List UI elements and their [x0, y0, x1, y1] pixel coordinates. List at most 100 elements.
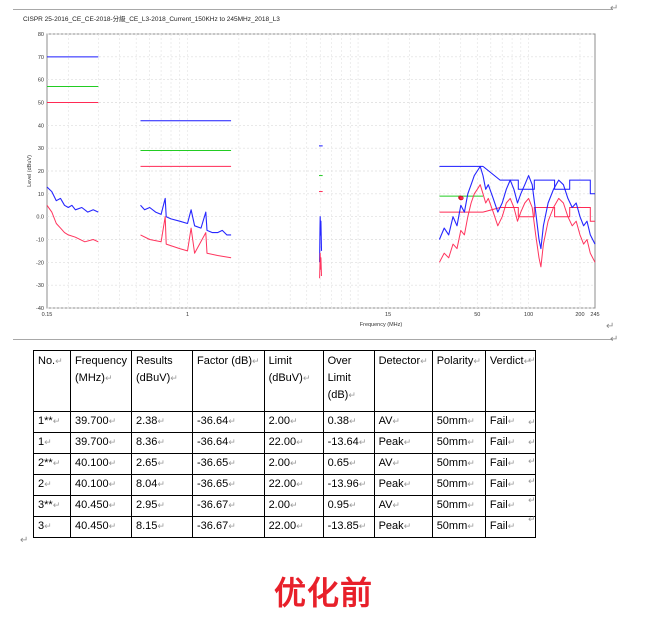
column-header-text: (dBuV) — [268, 372, 303, 384]
column-header: Factor (dB)↵ — [192, 350, 265, 412]
y-tick-label: 30 — [38, 146, 44, 152]
paragraph-mark: ↵ — [523, 357, 532, 367]
column-header-text: (dBuV) — [136, 372, 171, 384]
cell-value: -36.67 — [197, 520, 229, 532]
cell-value: -13.85 — [327, 520, 359, 532]
trace-peak — [319, 216, 323, 263]
paragraph-mark: ↵ — [108, 417, 117, 427]
cell-value: AV — [378, 457, 393, 469]
table-cell: 2.00↵ — [263, 411, 324, 433]
paragraph-mark: ↵ — [403, 522, 412, 532]
column-header-text: (dB) — [327, 389, 349, 401]
paragraph-mark: ↵ — [108, 459, 117, 469]
cell-value: 22.00 — [268, 520, 297, 532]
paragraph-mark: ↵ — [420, 357, 428, 367]
cell-value: 3** — [38, 499, 53, 511]
table-cell: 22.00↵ — [263, 432, 324, 454]
paragraph-mark: ↵ — [302, 374, 311, 384]
table-cell: 0.95↵ — [322, 495, 375, 517]
paragraph-mark: ↵ — [467, 501, 475, 511]
paragraph-mark: ↵ — [507, 459, 516, 469]
paragraph-mark: ↵ — [289, 459, 298, 469]
cell-value: -36.65 — [197, 457, 229, 469]
paragraph-mark: ↵ — [467, 438, 475, 448]
cell-value: 22.00 — [268, 436, 297, 448]
y-tick-label: -20 — [36, 260, 44, 266]
table-cell: 2.38↵ — [131, 411, 193, 433]
table-cell: Fail↵ — [484, 411, 537, 433]
trace-average — [438, 184, 596, 268]
cell-value: Peak — [378, 520, 404, 532]
table-cell: 2.00↵ — [263, 453, 324, 475]
y-tick-label: 20 — [38, 169, 44, 175]
results-table: No.↵ Frequency (MHz)↵ Results (dBuV)↵ Factor … — [33, 350, 537, 538]
paragraph-mark: ↵ — [528, 438, 536, 448]
paragraph-mark: ↵ — [392, 459, 400, 469]
table-cell: 40.450↵ — [70, 516, 132, 538]
trace-peak — [438, 165, 596, 250]
paragraph-mark: ↵ — [108, 438, 117, 448]
cell-value: 8.36 — [136, 436, 158, 448]
paragraph-mark: ↵ — [528, 477, 536, 487]
table-cell: -36.65↵ — [192, 453, 265, 475]
paragraph-mark: ↵ — [157, 522, 165, 532]
cell-value: -13.64 — [327, 436, 359, 448]
table-cell: 39.700↵ — [70, 411, 132, 433]
paragraph-mark: ↵ — [348, 501, 357, 511]
cell-value: 50mm — [436, 436, 468, 448]
x-tick-label: 200 — [575, 312, 584, 318]
cell-value: 2** — [38, 457, 53, 469]
cell-value: 40.450 — [75, 520, 109, 532]
paragraph-mark: ↵ — [296, 522, 304, 532]
paragraph-mark: ↵ — [228, 522, 236, 532]
cell-value: 8.04 — [136, 478, 158, 490]
cell-value: 39.700 — [75, 415, 109, 427]
y-tick-label: 70 — [38, 55, 44, 61]
y-tick-label: 40 — [38, 123, 44, 129]
cell-value: 2 — [38, 478, 45, 490]
x-tick-label: 245 — [590, 312, 599, 318]
y-tick-label: 10 — [38, 192, 44, 198]
paragraph-mark: ↵ — [228, 459, 236, 469]
table-cell: 40.100↵ — [70, 453, 132, 475]
table-cell: Peak↵ — [373, 516, 433, 538]
cell-value: -36.65 — [197, 478, 229, 490]
paragraph-mark: ↵ — [348, 417, 357, 427]
column-header: Polarity↵ — [431, 350, 486, 412]
table-cell: -36.67↵ — [192, 516, 265, 538]
table-row: 2**↵ 40.100↵ 2.65↵ -36.65↵ 2.00↵ 0.65↵ AV↵ 50mm… — [33, 453, 537, 475]
table-cell: AV↵ — [373, 411, 433, 433]
paragraph-mark: ↵ — [44, 438, 52, 448]
paragraph-mark: ↵ — [473, 357, 481, 367]
paragraph-mark: ↵ — [403, 438, 412, 448]
table-cell: 8.15↵ — [131, 516, 193, 538]
paragraph-mark: ↵ — [467, 522, 475, 532]
table-cell: -13.96↵ — [322, 474, 375, 496]
paragraph-mark: ↵ — [606, 321, 615, 332]
table-cell: 50mm↵ — [431, 411, 486, 433]
y-tick-label: -10 — [36, 238, 44, 244]
x-axis-label: Frequency (MHz) — [360, 322, 403, 328]
paragraph-mark: ↵ — [228, 480, 236, 490]
trace-average — [46, 205, 99, 243]
column-header: Frequency (MHz)↵ — [70, 350, 132, 412]
table-cell: -36.64↵ — [192, 432, 265, 454]
table-cell: 50mm↵ — [431, 453, 486, 475]
cell-value: -36.64 — [197, 415, 229, 427]
paragraph-mark: ↵ — [392, 501, 400, 511]
trace-average — [140, 216, 232, 259]
paragraph-mark: ↵ — [610, 334, 619, 345]
middle-divider — [13, 339, 613, 340]
table-cell: 50mm↵ — [431, 474, 486, 496]
table-cell: 50mm↵ — [431, 516, 486, 538]
table-row: 1**↵ 39.700↵ 2.38↵ -36.64↵ 2.00↵ 0.38↵ AV↵ 50mm… — [33, 411, 537, 433]
trace-average — [319, 252, 322, 279]
x-tick-label: 50 — [474, 312, 480, 318]
table-cell: 50mm↵ — [431, 495, 486, 517]
paragraph-mark: ↵ — [55, 357, 63, 367]
table-cell: 8.36↵ — [131, 432, 193, 454]
paragraph-mark: ↵ — [296, 480, 304, 490]
table-cell: 0.38↵ — [322, 411, 375, 433]
column-header: Verdict↵ — [484, 350, 537, 412]
paragraph-mark: ↵ — [348, 391, 356, 401]
